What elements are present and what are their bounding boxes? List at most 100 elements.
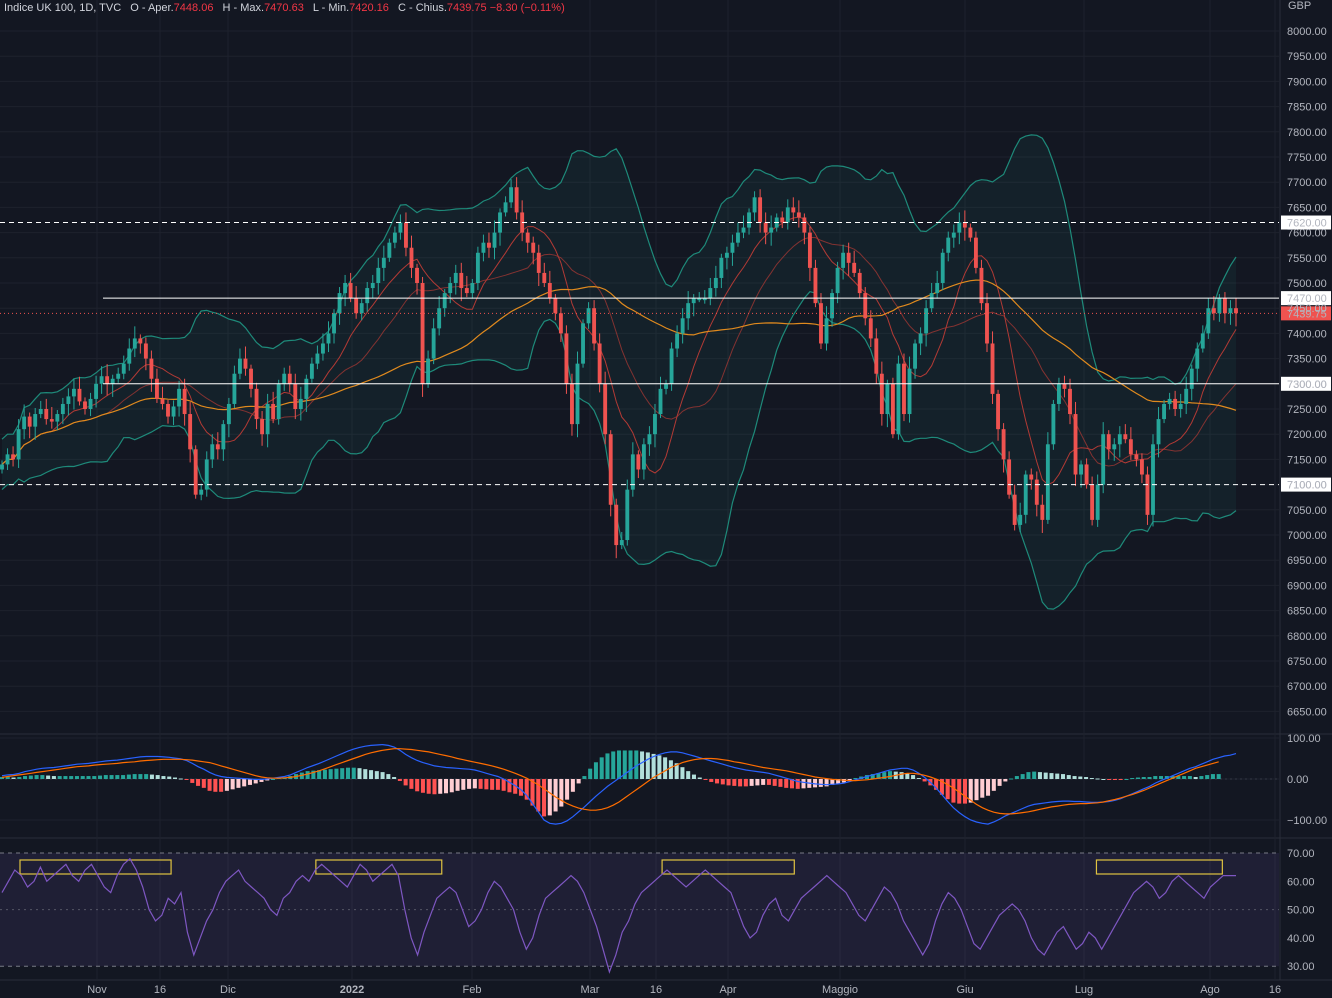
macd-histogram-bar [230, 779, 235, 790]
candle-body [614, 504, 619, 546]
ma-slow-line [1, 279, 1237, 465]
macd-histogram-bar [311, 770, 316, 779]
macd-histogram-bar [1072, 776, 1077, 779]
macd-histogram-bar [663, 757, 668, 779]
macd-histogram-bar [836, 779, 841, 784]
candle-body [835, 267, 840, 294]
candle-body [896, 363, 901, 435]
candle-body [204, 459, 209, 490]
candle-body [1073, 414, 1078, 475]
candle-body [94, 383, 99, 399]
candle-body [326, 333, 331, 344]
candle-body [487, 242, 491, 248]
price-tick-label: 7600.00 [1287, 228, 1327, 240]
candle-body [553, 298, 558, 314]
macd-histogram-bar [1118, 779, 1123, 780]
macd-histogram-bar [1089, 778, 1094, 780]
candle-body [1195, 348, 1200, 369]
candle-body [791, 207, 796, 213]
macd-histogram-bar [715, 779, 720, 784]
time-tick-label: Ago [1200, 984, 1220, 996]
macd-histogram-bar [593, 762, 598, 779]
macd-histogram-bar [247, 779, 252, 785]
macd-histogram-bar [697, 777, 702, 779]
macd-histogram-bar [5, 777, 10, 779]
macd-histogram-bar [847, 779, 852, 780]
macd-histogram-bar [167, 776, 172, 779]
candle-body [1189, 368, 1194, 389]
candle-body [758, 197, 763, 223]
macd-histogram-bar [426, 779, 431, 794]
price-tick-label: 7300.00 [1287, 379, 1327, 391]
macd-line [1, 743, 1237, 825]
macd-histogram-bar [605, 753, 610, 779]
symbol-legend: Indice UK 100, 1D, TVC O - Aper.7448.06 … [4, 2, 565, 14]
macd-histogram-bar [253, 779, 258, 784]
candle-body [542, 272, 547, 283]
macd-tick-label: 0.00 [1287, 774, 1308, 786]
candle-body [459, 272, 464, 289]
macd-histogram-bar [495, 779, 500, 790]
macd-histogram-bar [686, 771, 691, 779]
price-tick-label: 7000.00 [1287, 530, 1327, 542]
macd-histogram-bar [345, 767, 350, 779]
candle-body [536, 252, 541, 273]
macd-histogram-bar [317, 770, 322, 779]
macd-histogram-bar [363, 769, 368, 779]
macd-histogram-bar [559, 779, 564, 807]
candle-body [88, 398, 93, 409]
rsi-tick-label: 30.00 [1287, 961, 1315, 973]
change-value: −8.30 (−0.11%) [489, 2, 565, 14]
candle-body [260, 419, 265, 435]
candle-body [232, 373, 237, 404]
candle-body [160, 398, 165, 404]
macd-histogram-bar [524, 779, 529, 800]
bollinger-fill [2, 134, 1236, 610]
candle-body [957, 222, 962, 233]
macd-histogram-bar [121, 775, 126, 779]
macd-histogram-bar [380, 772, 385, 779]
candle-body [581, 323, 585, 364]
macd-histogram-bar [772, 779, 777, 786]
candle-body [1123, 434, 1128, 440]
candle-body [359, 303, 364, 314]
rsi-tick-label: 70.00 [1287, 848, 1315, 860]
candle-body [426, 358, 431, 384]
open-label: O - Aper. [130, 2, 174, 14]
macd-histogram-bar [213, 779, 218, 792]
candle-body [1162, 403, 1166, 420]
macd-histogram-bar [916, 778, 921, 780]
macd-histogram-bar [691, 774, 696, 779]
rsi-line [1, 857, 1236, 974]
candle-body [182, 388, 187, 415]
macd-histogram-bar [565, 779, 570, 800]
candle-body [1068, 388, 1072, 415]
macd-histogram-bar [709, 779, 714, 782]
candle-body [177, 388, 182, 407]
candle-body [924, 308, 929, 334]
candle-body [1056, 383, 1061, 404]
macd-histogram-bar [576, 779, 581, 784]
macd-histogram-bar [980, 779, 985, 798]
level-label: 7470.00 [1287, 293, 1327, 305]
candle-body [846, 252, 851, 263]
rsi-highlight-box [315, 859, 443, 875]
macd-histogram-bar [616, 750, 622, 779]
macd-histogram-bar [668, 760, 673, 779]
candle-body [193, 449, 198, 495]
candle-body [1151, 444, 1155, 515]
candle-body [935, 283, 940, 294]
candle-body [1200, 333, 1205, 349]
low-value: 7420.16 [349, 2, 389, 14]
macd-histogram-bar [1066, 775, 1071, 779]
macd-histogram-bar [1112, 779, 1117, 780]
macd-histogram-bar [507, 779, 512, 793]
macd-histogram-bar [870, 774, 875, 779]
candle-body [348, 283, 353, 299]
candle-body [1062, 383, 1067, 389]
macd-histogram-bar [472, 779, 477, 789]
candle-body [149, 358, 154, 379]
price-tick-label: 6750.00 [1287, 656, 1327, 668]
candle-body [658, 388, 663, 415]
